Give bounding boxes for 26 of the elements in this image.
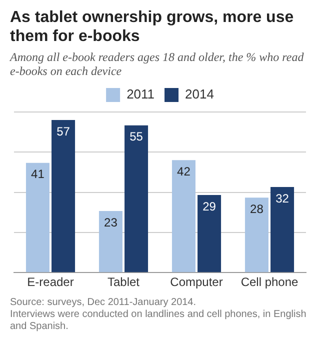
chart-title: As tablet ownership grows, more use them for e-books xyxy=(10,8,295,46)
bar xyxy=(244,198,268,272)
bar xyxy=(26,162,50,272)
bar xyxy=(98,211,122,272)
data-label: 28 xyxy=(250,202,264,216)
bar xyxy=(198,194,222,272)
data-label: 42 xyxy=(177,164,191,178)
bar xyxy=(270,186,294,272)
data-label: 55 xyxy=(130,130,144,144)
legend-label: 2014 xyxy=(185,86,214,102)
data-label: 23 xyxy=(104,215,118,230)
source-note: Source: surveys, Dec 2011-January 2014. xyxy=(10,297,196,308)
bar xyxy=(124,125,148,272)
data-label: 41 xyxy=(31,167,45,182)
data-label: 29 xyxy=(202,199,216,214)
text: Interviews were conducted on landlines and cell phones, in English and Spanish. xyxy=(10,309,306,332)
bar xyxy=(172,160,196,272)
x-tick-label: Tablet xyxy=(107,275,140,290)
legend-label: 2011 xyxy=(126,86,155,102)
bar xyxy=(52,120,76,272)
data-label: 32 xyxy=(276,191,290,206)
x-tick-label: E-reader xyxy=(27,275,74,290)
chart-subtitle: Among all e-book readers ages 18 and older, the % who read e-books on each device xyxy=(10,50,305,78)
x-tick-label: Computer xyxy=(170,275,223,290)
x-tick-label: Cell phone xyxy=(240,275,299,290)
data-label: 57 xyxy=(56,124,70,138)
